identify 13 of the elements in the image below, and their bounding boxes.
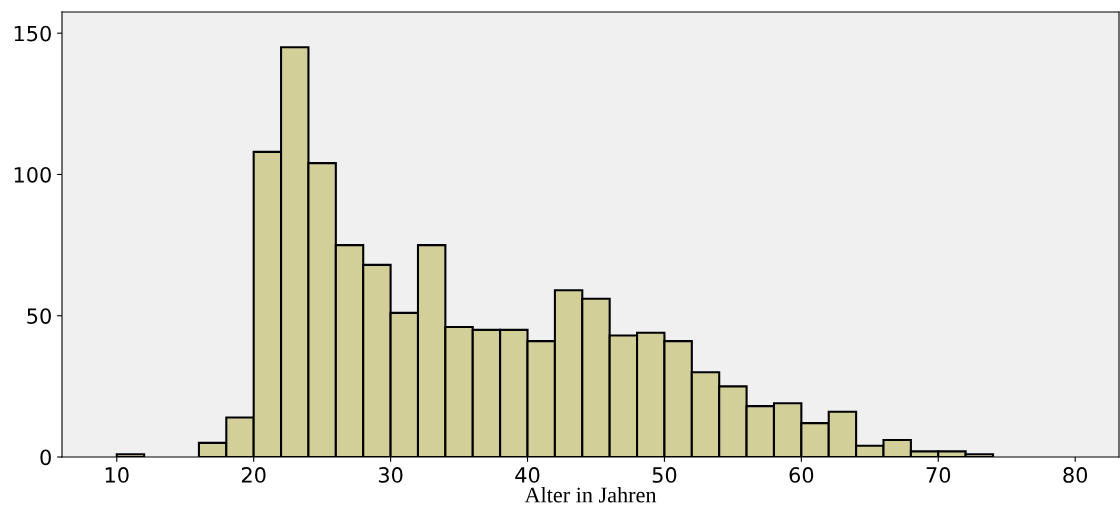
x-tick-label: 50 — [652, 467, 677, 483]
x-tick-label: 10 — [105, 467, 129, 483]
x-tick-label: 70 — [926, 467, 951, 483]
y-tick-label: 150 — [14, 25, 51, 42]
y-tick-label: 50 — [27, 308, 51, 324]
y-tick-label: 100 — [14, 166, 51, 183]
x-tick-label: 60 — [789, 467, 814, 483]
x-tick-label: 80 — [1063, 467, 1088, 483]
x-tick-label: 20 — [241, 467, 266, 483]
x-axis-title: Alter in Jahren — [524, 486, 657, 503]
x-tick-label: 30 — [378, 467, 403, 483]
x-tick-label: 40 — [515, 467, 540, 483]
y-tick-label: 0 — [40, 449, 51, 466]
